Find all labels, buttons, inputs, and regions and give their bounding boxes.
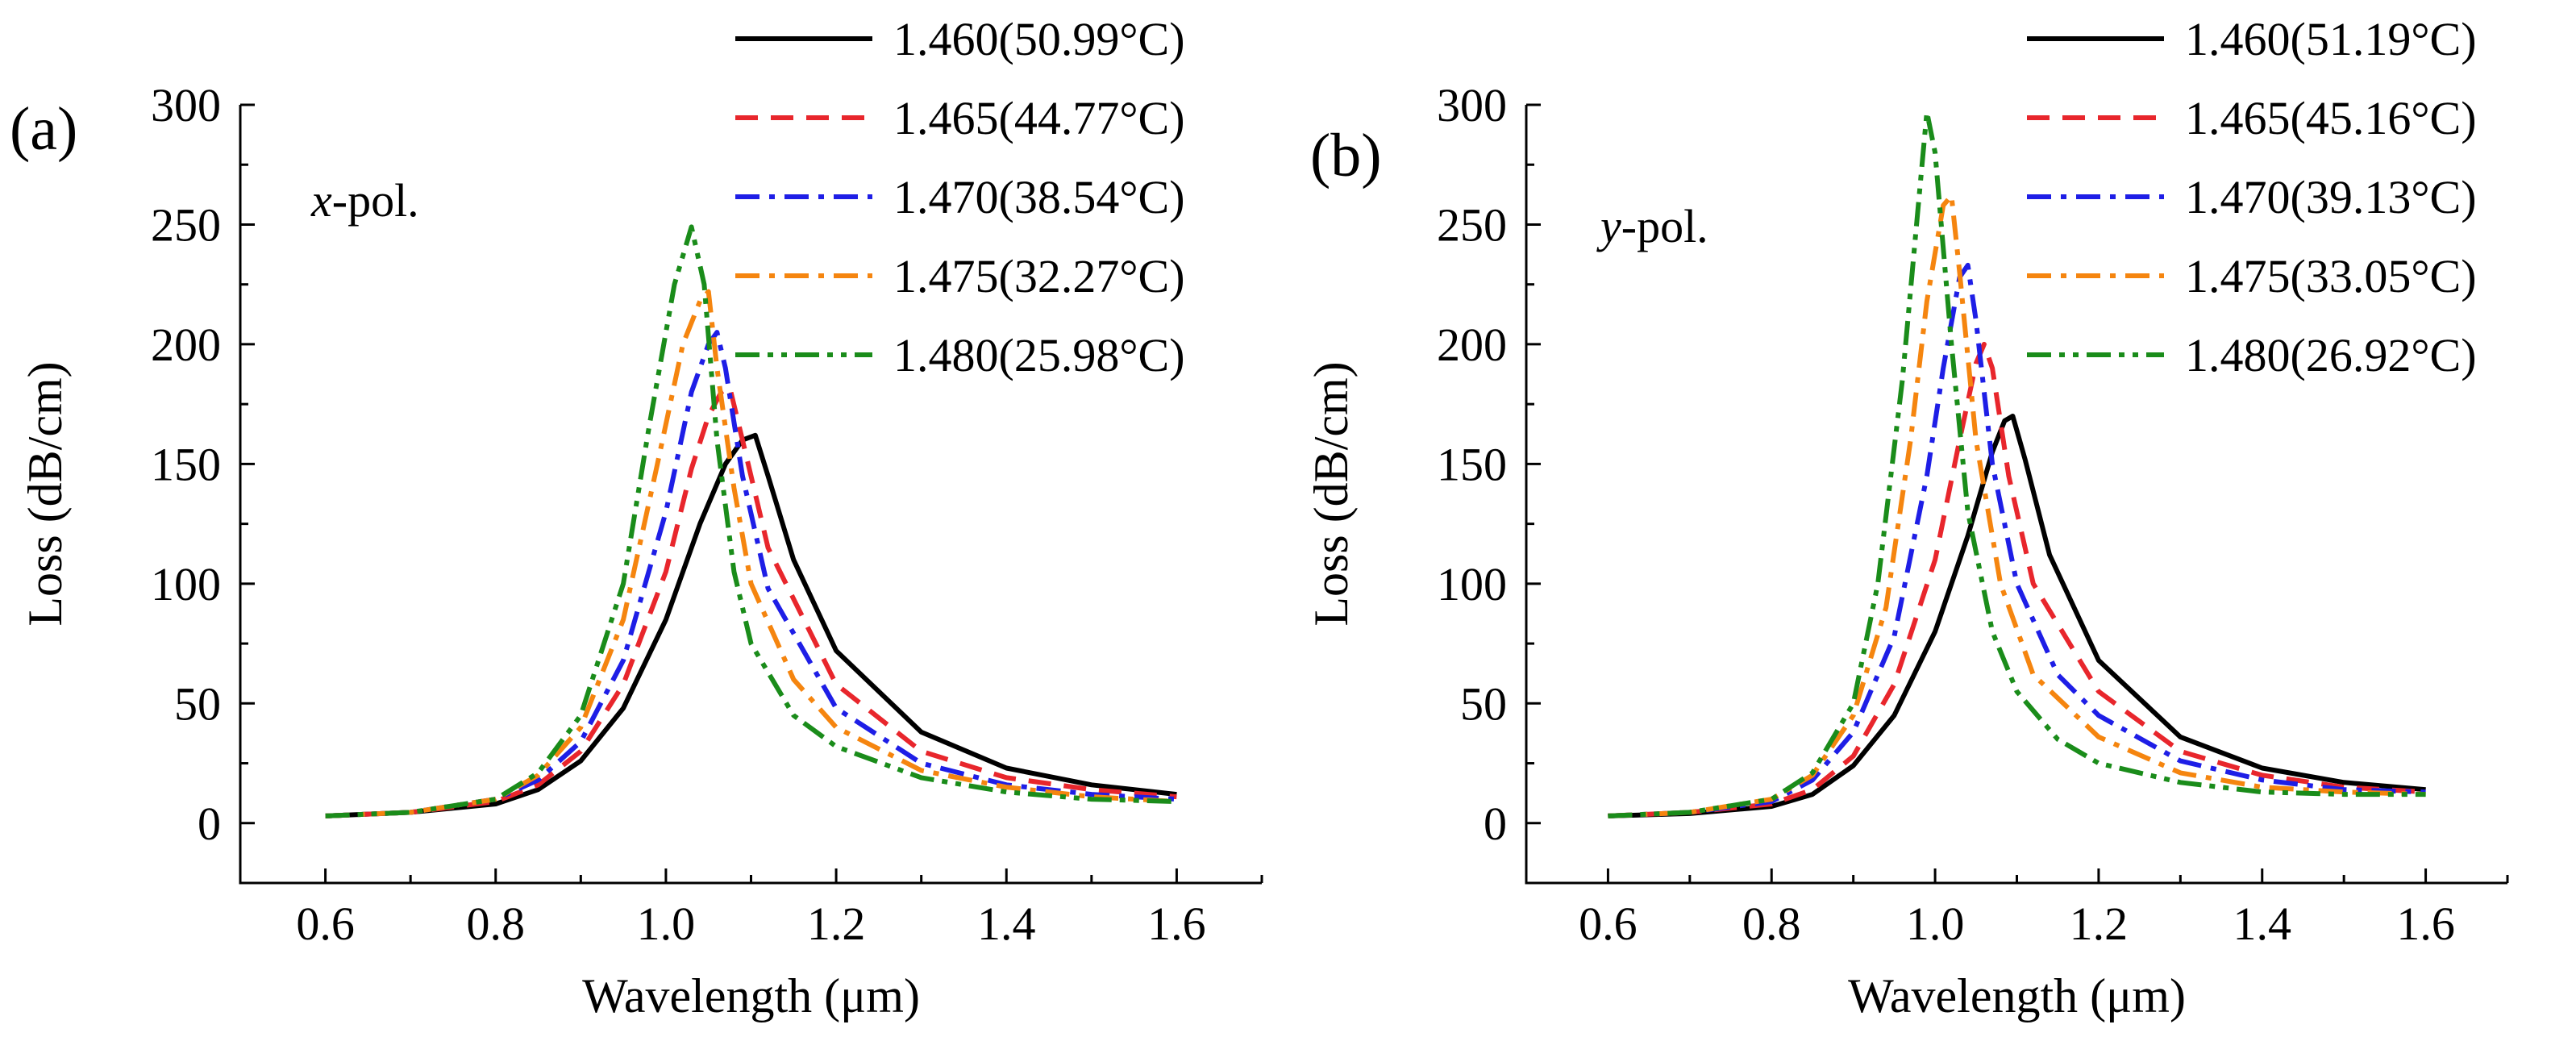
x-tick-label: 0.8 [467, 897, 526, 950]
y-tick-label: 250 [1437, 198, 1507, 251]
x-tick-label: 0.8 [1742, 897, 1801, 950]
panel-label: (b) [1310, 122, 1382, 189]
y-tick-label: 300 [151, 79, 221, 131]
x-tick-label: 1.4 [977, 897, 1036, 950]
y-tick-label: 200 [1437, 319, 1507, 371]
y-tick-label: 50 [174, 677, 221, 730]
y-tick-label: 150 [151, 438, 221, 490]
polarization-suffix: -pol. [332, 174, 419, 227]
polarization-axis: x [310, 174, 332, 227]
polarization-axis: y [1596, 200, 1621, 252]
panel-b: 0 50 100 150 200 250 300 0.6 0.8 1.0 1.2 1.4 1.6 Wave… [1305, 13, 2509, 1022]
legend-label-2: 1.465(44.77°C) [893, 92, 1185, 144]
series-line-2 [325, 385, 1177, 818]
y-tick-label: 0 [1484, 798, 1507, 850]
x-tick-label: 1.0 [637, 897, 696, 950]
legend-label-4: 1.475(32.27°C) [893, 250, 1185, 302]
series-line-2 [1608, 341, 2426, 818]
y-tick-label: 100 [1437, 558, 1507, 610]
x-tick-label: 1.6 [2396, 897, 2455, 950]
polarization-suffix: -pol. [1621, 200, 1708, 252]
legend-label-3: 1.470(39.13°C) [2185, 171, 2477, 223]
x-tick-label: 0.6 [1579, 897, 1638, 950]
y-tick-label: 200 [151, 319, 221, 371]
x-tick-label: 1.6 [1147, 897, 1206, 950]
legend-label-2: 1.465(45.16°C) [2185, 92, 2477, 144]
series-line-4 [325, 289, 1177, 818]
y-tick-label: 100 [151, 558, 221, 610]
y-tick-label: 50 [1460, 677, 1507, 730]
y-tick-label: 150 [1437, 438, 1507, 490]
y-tick-label: 0 [198, 798, 221, 850]
polarization-label: y-pol. [1596, 200, 1708, 252]
y-axis-title: Loss (dB/cm) [1305, 361, 1358, 626]
legend-label-5: 1.480(26.92°C) [2185, 329, 2477, 381]
y-tick-label: 250 [151, 198, 221, 251]
x-axis-title: Wavelength (μm) [582, 969, 920, 1022]
series-line-5 [325, 224, 1177, 818]
polarization-label: x-pol. [310, 174, 419, 227]
series-line-5 [1608, 109, 2426, 818]
y-tick-label: 300 [1437, 79, 1507, 131]
x-tick-label: 1.2 [807, 897, 866, 950]
series-line-1 [1608, 414, 2426, 818]
x-tick-label: 1.2 [2070, 897, 2129, 950]
y-axis-title: Loss (dB/cm) [19, 361, 72, 626]
x-tick-label: 0.6 [296, 897, 355, 950]
series-line-3 [325, 330, 1177, 818]
legend-label-5: 1.480(25.98°C) [893, 329, 1185, 381]
panel-label: (a) [10, 95, 77, 163]
x-tick-label: 1.4 [2233, 897, 2292, 950]
panel-a: 0 50 100 150 200 250 300 0.6 0.8 1.0 1.2 1.4 1.6 Wave… [10, 13, 1263, 1022]
legend-label-4: 1.475(33.05°C) [2185, 250, 2477, 302]
legend-label-1: 1.460(51.19°C) [2185, 13, 2477, 65]
series-line-3 [1608, 262, 2426, 818]
x-tick-label: 1.0 [1906, 897, 1965, 950]
x-axis-title: Wavelength (μm) [1848, 969, 2186, 1022]
series-line-1 [325, 432, 1177, 818]
legend-label-1: 1.460(50.99°C) [893, 13, 1185, 65]
legend-label-3: 1.470(38.54°C) [893, 171, 1185, 223]
